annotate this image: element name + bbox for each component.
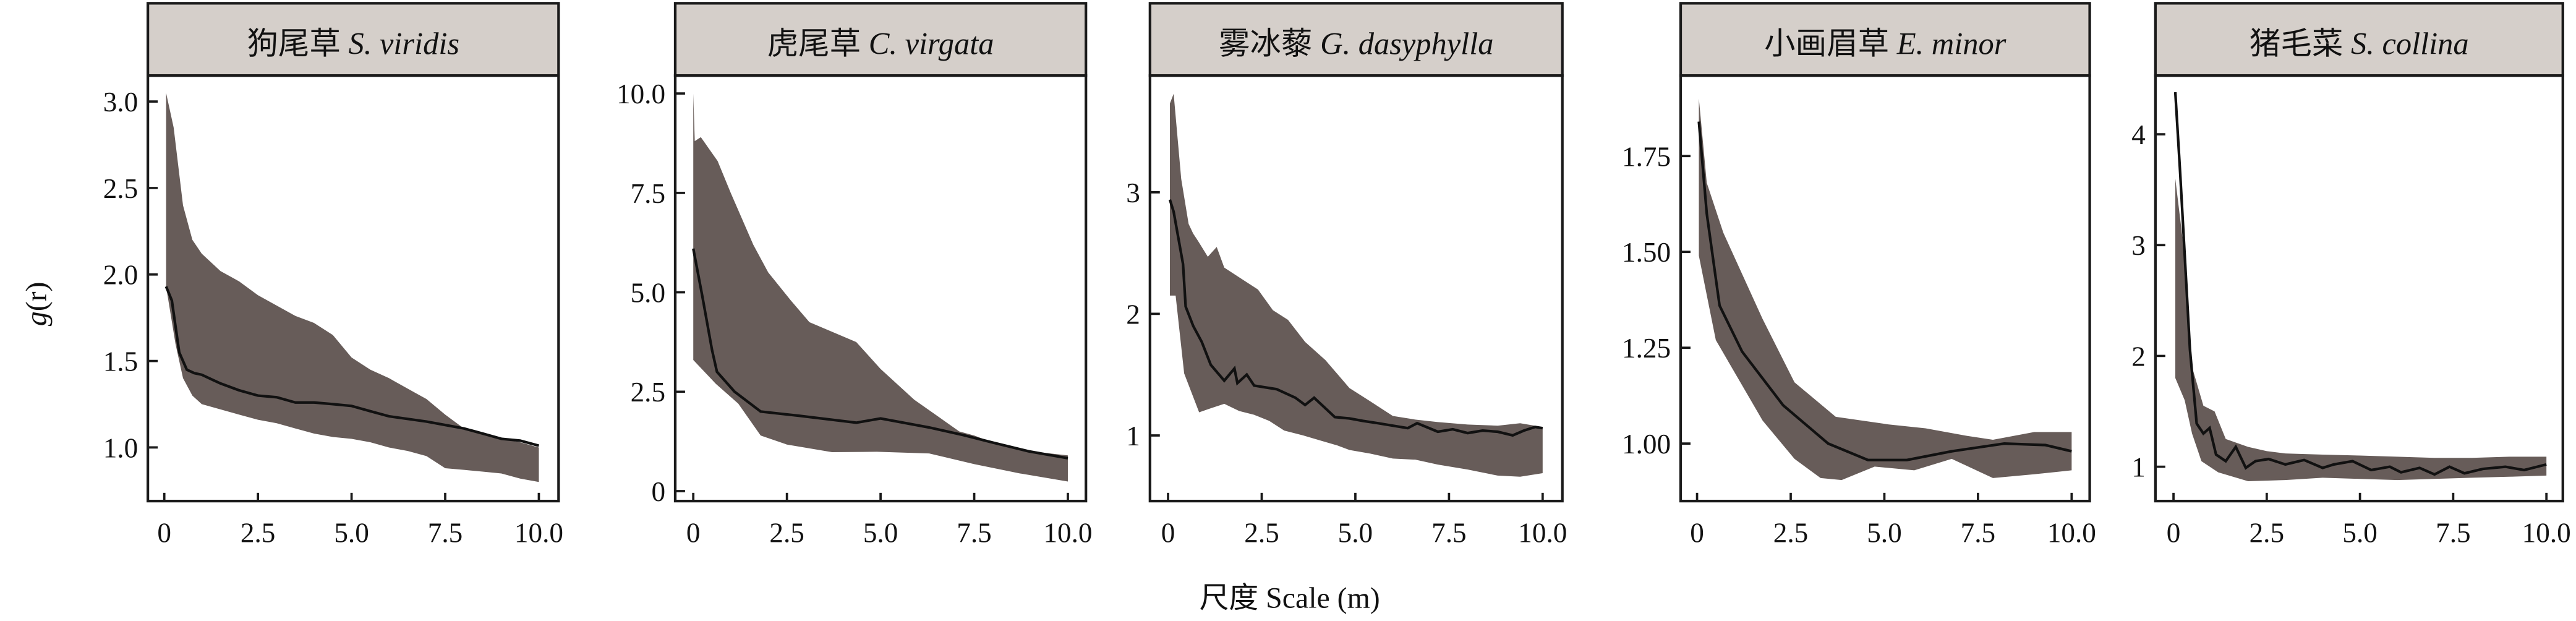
y-tick-label: 1.25 <box>1622 333 1671 364</box>
y-axis-label: g(r) <box>20 282 53 327</box>
x-tick-label: 5.0 <box>863 518 898 549</box>
mean-line <box>692 248 1068 460</box>
panel-title: 小画眉草 E. minor <box>1764 27 2007 61</box>
y-tick-label: 3.0 <box>103 87 138 118</box>
title-chinese: 狗尾草 <box>247 27 348 61</box>
x-tick-label: 5.0 <box>2342 518 2377 549</box>
x-tick-label: 5.0 <box>1867 518 1901 549</box>
title-latin: C. virgata <box>869 27 994 61</box>
y-tick-label: 0 <box>651 476 665 507</box>
y-tick-label: 3 <box>1126 178 1140 208</box>
mean-line <box>2173 92 2547 476</box>
x-tick-label: 0 <box>686 518 701 549</box>
envelope-band <box>166 93 539 482</box>
title-chinese: 小画眉草 <box>1764 27 1897 61</box>
panel-5: 猪毛菜 S. collina 0 2.5 5.0 7.5 10.0 1 2 3 4 <box>2131 2 2571 549</box>
title-latin: E. minor <box>1896 27 2007 61</box>
y-tick-label: 2 <box>2131 341 2146 372</box>
envelope-band <box>693 93 1068 482</box>
panel-header <box>146 2 560 77</box>
x-tick-label: 10.0 <box>1043 518 1092 549</box>
panel-3: 雾冰藜 G. dasyphylla 0 2.5 5.0 7.5 10.0 1 2 3 <box>1126 2 1567 549</box>
panel-title: 雾冰藜 G. dasyphylla <box>1219 27 1493 61</box>
mean-line <box>1168 199 1543 437</box>
panel-2: 虎尾草 C. virgata 0 2.5 5.0 7.5 10.0 0 2.5 5.0 7.5 10… <box>616 2 1092 549</box>
y-tick-label: 2.5 <box>631 377 665 408</box>
x-tick-label: 0 <box>157 518 171 549</box>
x-tick-label: 7.5 <box>2436 518 2470 549</box>
x-tick-label: 10.0 <box>1518 518 1567 549</box>
panel-header <box>1679 2 2091 77</box>
plot-area <box>2155 75 2563 502</box>
title-latin: S. viridis <box>349 27 459 61</box>
panel-title: 狗尾草 S. viridis <box>247 27 459 61</box>
panel-1: 狗尾草 S. viridis 0 2.5 5.0 7.5 10.0 1.0 1.5 2.0 2.5… <box>103 2 563 549</box>
title-chinese: 雾冰藜 <box>1219 27 1320 61</box>
panel-title: 虎尾草 C. virgata <box>767 27 994 61</box>
x-tick-label: 5.0 <box>334 518 369 549</box>
x-tick-label: 10.0 <box>2047 518 2096 549</box>
x-axis-label: 尺度 Scale (m) <box>1200 582 1380 615</box>
y-tick-label: 1 <box>2131 452 2146 483</box>
envelope-band <box>1169 93 1543 477</box>
title-latin: S. collina <box>2351 27 2469 61</box>
x-tick-label: 5.0 <box>1338 518 1373 549</box>
x-tick-label: 7.5 <box>1431 518 1466 549</box>
panel-header <box>673 2 1088 77</box>
title-chinese: 猪毛菜 <box>2250 27 2351 61</box>
y-tick-label: 10.0 <box>616 79 665 109</box>
mean-line <box>164 286 540 447</box>
x-tick-label: 7.5 <box>428 518 463 549</box>
panel-header <box>2154 2 2564 77</box>
y-tick-label: 1.75 <box>1622 141 1671 172</box>
title-latin: G. dasyphylla <box>1320 27 1493 61</box>
y-tick-label: 2.0 <box>103 260 138 291</box>
x-tick-label: 7.5 <box>1961 518 1995 549</box>
x-tick-label: 2.5 <box>769 518 804 549</box>
panel-4: 小画眉草 E. minor 0 2.5 5.0 7.5 10.0 1.00 1.25 1.50 1… <box>1622 2 2096 549</box>
mean-line <box>1697 121 2072 461</box>
plot-frame <box>146 74 560 503</box>
panel-header <box>1148 2 1564 77</box>
x-tick-label: 2.5 <box>1244 518 1279 549</box>
x-tick-label: 0 <box>1161 518 1175 549</box>
panel-title: 猪毛菜 S. collina <box>2250 27 2469 61</box>
y-tick-label: 1.00 <box>1622 429 1671 460</box>
y-tick-label: 4 <box>2131 119 2146 150</box>
y-tick-label: 2 <box>1126 299 1140 330</box>
x-tick-label: 2.5 <box>1773 518 1808 549</box>
x-tick-label: 0 <box>2167 518 2181 549</box>
y-tick-label: 1 <box>1126 421 1140 452</box>
x-tick-label: 10.0 <box>514 518 563 549</box>
x-tick-label: 2.5 <box>241 518 275 549</box>
y-tick-label: 1.0 <box>103 432 138 463</box>
envelope-band <box>1699 98 2072 481</box>
x-tick-label: 2.5 <box>2250 518 2284 549</box>
x-tick-label: 0 <box>1690 518 1704 549</box>
title-chinese: 虎尾草 <box>767 27 869 61</box>
x-tick-label: 7.5 <box>957 518 991 549</box>
y-tick-label: 5.0 <box>631 278 665 309</box>
y-tick-label: 1.50 <box>1622 237 1671 268</box>
envelope-band <box>2175 178 2547 481</box>
x-tick-label: 10.0 <box>2522 518 2571 549</box>
y-tick-label: 2.5 <box>103 173 138 204</box>
y-tick-label: 1.5 <box>103 346 138 377</box>
y-tick-label: 7.5 <box>631 178 665 209</box>
y-tick-label: 3 <box>2131 230 2146 261</box>
